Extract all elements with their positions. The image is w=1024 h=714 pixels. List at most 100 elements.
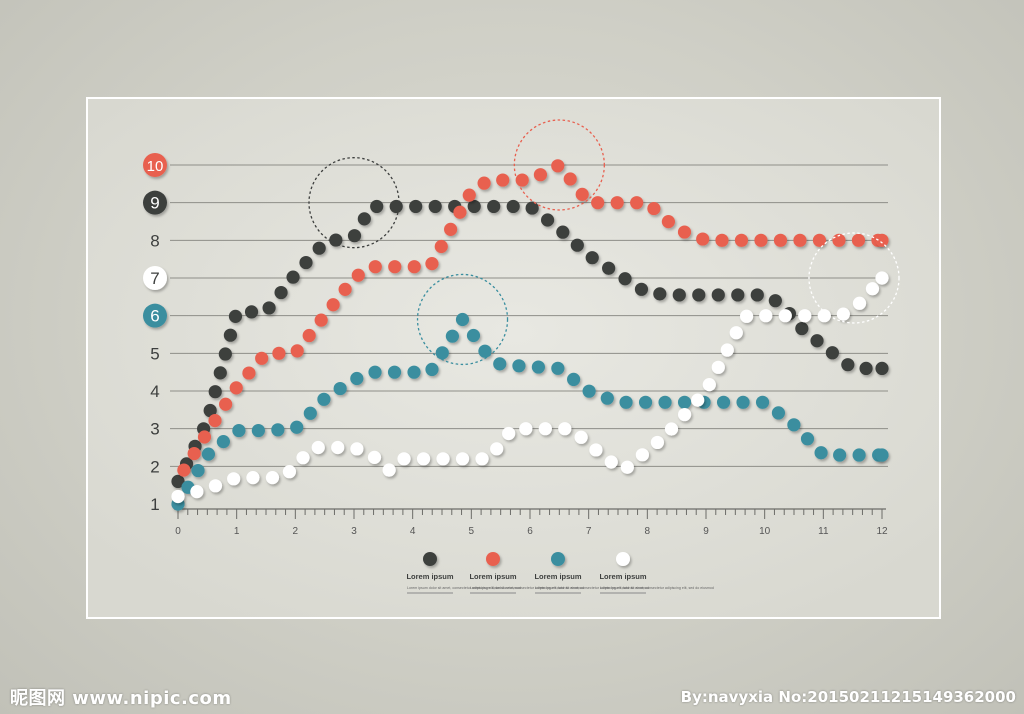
series-3-point bbox=[387, 365, 402, 379]
series-4-point bbox=[852, 296, 867, 310]
series-1-point bbox=[244, 305, 259, 319]
y-badge-9 bbox=[143, 190, 167, 215]
series-2-point bbox=[326, 298, 340, 312]
series-2-point bbox=[368, 260, 382, 274]
series-1-point bbox=[506, 199, 520, 214]
highlight-circle-1 bbox=[308, 157, 400, 249]
series-2-point bbox=[272, 346, 286, 360]
series-1-point bbox=[750, 288, 764, 302]
series-4-point bbox=[475, 452, 489, 466]
series-1-point bbox=[370, 199, 384, 214]
series-3-point bbox=[658, 395, 672, 409]
y-tick-label-9: 9 bbox=[150, 194, 159, 213]
series-1-point bbox=[487, 199, 501, 214]
series-3-point bbox=[216, 435, 230, 449]
legend-marker-2 bbox=[486, 552, 500, 566]
series-2-point bbox=[496, 173, 510, 187]
series-4-point bbox=[664, 422, 679, 436]
series-1-point bbox=[409, 199, 423, 214]
series-4-point bbox=[620, 460, 634, 474]
series-3-point bbox=[875, 448, 889, 462]
series-2-point bbox=[177, 463, 191, 477]
series-2-point bbox=[661, 215, 676, 229]
series-1-point bbox=[859, 361, 873, 375]
series-4-point bbox=[311, 440, 325, 455]
series-2-point bbox=[477, 176, 491, 190]
x-tick-label-9: 9 bbox=[703, 526, 709, 537]
x-tick-label-2: 2 bbox=[293, 526, 299, 537]
series-3-point bbox=[350, 371, 364, 386]
series-3-point bbox=[232, 423, 246, 438]
series-1-point bbox=[357, 212, 371, 226]
series-3 bbox=[171, 312, 889, 511]
legend-label-4: Lorem ipsum bbox=[599, 572, 646, 581]
series-3-point bbox=[619, 395, 633, 409]
series-2-point bbox=[677, 225, 692, 239]
series-1-point bbox=[570, 238, 584, 252]
series-3-point bbox=[677, 395, 692, 409]
series-4-point bbox=[729, 326, 743, 340]
series-3-point bbox=[290, 420, 304, 434]
series-1-point bbox=[556, 225, 570, 239]
series-2-point bbox=[591, 196, 605, 210]
series-3-point bbox=[551, 361, 565, 375]
series-3-point bbox=[638, 395, 653, 409]
highlight-circle-4 bbox=[808, 232, 900, 324]
series-4-point bbox=[739, 309, 754, 323]
series-2-point bbox=[229, 381, 243, 395]
series-1-point bbox=[467, 199, 481, 214]
series-2-point bbox=[715, 233, 729, 247]
chart-panel bbox=[86, 97, 941, 619]
series-2-point bbox=[851, 233, 866, 247]
y-tick-label-10: 10 bbox=[147, 158, 164, 175]
highlight-layer bbox=[308, 119, 900, 366]
series-4-point bbox=[208, 479, 223, 493]
series-3-point bbox=[191, 463, 205, 478]
series-1-point bbox=[203, 403, 217, 418]
series-2-point bbox=[575, 187, 589, 201]
legend-marker-3 bbox=[551, 552, 565, 566]
series-2-point bbox=[875, 233, 889, 247]
series-4-point bbox=[455, 452, 470, 466]
series-layer bbox=[171, 159, 889, 511]
series-4-point bbox=[490, 442, 504, 456]
series-4-point bbox=[778, 309, 792, 323]
series-4-point bbox=[875, 271, 889, 285]
series-3-point bbox=[466, 328, 481, 343]
series-4-point bbox=[246, 471, 260, 485]
series-2-point bbox=[197, 430, 212, 444]
series-3-point bbox=[425, 362, 439, 376]
x-tick-label-10: 10 bbox=[759, 526, 771, 537]
series-4-point bbox=[382, 463, 396, 477]
series-3-point bbox=[271, 423, 285, 437]
series-1-point bbox=[428, 199, 442, 214]
series-2-point bbox=[462, 188, 476, 202]
series-2-point bbox=[610, 196, 624, 210]
series-2-point bbox=[388, 260, 402, 274]
series-2-point bbox=[434, 239, 448, 254]
series-1-point bbox=[841, 358, 855, 372]
series-1-point bbox=[223, 328, 238, 342]
x-tick-label-0: 0 bbox=[175, 526, 181, 537]
series-1-point bbox=[653, 287, 667, 301]
series-4-point bbox=[331, 440, 345, 455]
x-tick-label-3: 3 bbox=[351, 526, 357, 537]
series-4-point bbox=[397, 452, 411, 466]
series-3-point bbox=[201, 447, 216, 461]
x-tick-label-4: 4 bbox=[410, 526, 416, 537]
series-2-point bbox=[219, 397, 233, 411]
series-2-point bbox=[647, 201, 661, 216]
legend-marker-1 bbox=[423, 552, 437, 566]
series-3-point bbox=[800, 432, 815, 446]
series-2-point bbox=[444, 222, 458, 236]
series-2-point bbox=[187, 446, 201, 461]
series-3-point bbox=[251, 423, 265, 438]
series-4-point bbox=[691, 393, 705, 407]
series-3-point bbox=[582, 384, 596, 398]
series-4-point bbox=[635, 448, 649, 462]
series-3-point bbox=[814, 446, 828, 460]
series-4-point bbox=[604, 455, 618, 469]
y-tick-label-2: 2 bbox=[150, 457, 159, 476]
series-1-point bbox=[795, 321, 809, 336]
